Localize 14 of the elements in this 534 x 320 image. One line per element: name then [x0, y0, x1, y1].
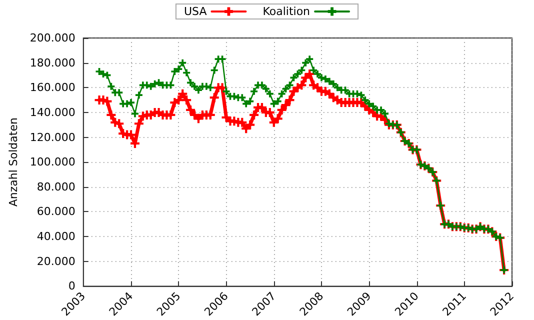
y-tick-label: 80.000: [36, 180, 76, 194]
y-tick-label: 40.000: [36, 230, 76, 244]
y-axis-title: Anzahl Soldaten: [7, 118, 20, 207]
y-tick-label: 20.000: [36, 254, 76, 268]
y-tick-label: 100.000: [30, 156, 76, 169]
y-tick-label: 140.000: [30, 106, 76, 119]
y-tick-label: 180.000: [30, 56, 76, 70]
y-tick-label: 60.000: [36, 205, 76, 218]
y-tick-label: 200.000: [30, 32, 76, 44]
legend-label: Koalition: [262, 5, 310, 18]
legend-label: USA: [184, 5, 208, 18]
y-tick-label: 120.000: [30, 130, 76, 144]
y-tick-label: 0: [68, 280, 76, 293]
y-tick-label: 160.000: [30, 81, 76, 94]
